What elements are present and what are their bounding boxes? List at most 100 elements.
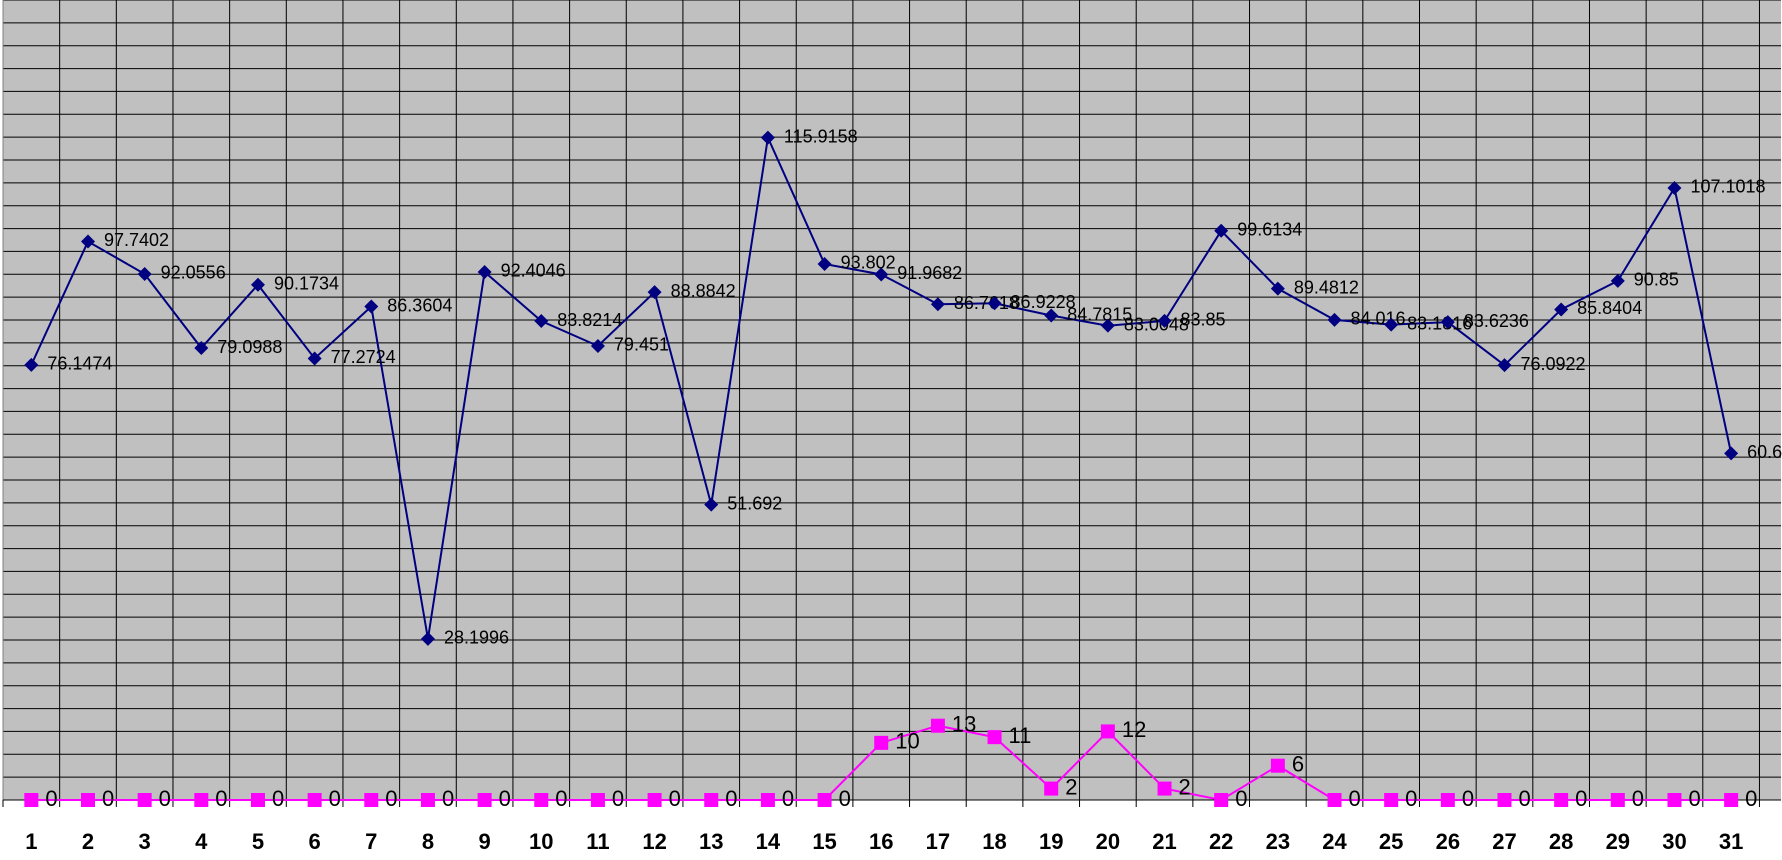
data-label: 0 bbox=[159, 786, 171, 811]
data-label: 0 bbox=[555, 786, 567, 811]
x-tick-label: 9 bbox=[478, 829, 490, 854]
data-label: 0 bbox=[1462, 786, 1474, 811]
data-label: 84.016 bbox=[1351, 309, 1406, 329]
data-label: 51.692 bbox=[727, 493, 782, 513]
data-point bbox=[1327, 312, 1342, 327]
data-point bbox=[307, 793, 322, 807]
data-label: 0 bbox=[1235, 786, 1247, 811]
data-point bbox=[534, 314, 549, 329]
data-point bbox=[194, 341, 209, 356]
plot-area bbox=[3, 0, 1781, 800]
x-tick-label: 1 bbox=[25, 829, 37, 854]
data-label: 0 bbox=[1518, 786, 1530, 811]
x-tick-label: 2 bbox=[82, 829, 94, 854]
data-point bbox=[137, 266, 152, 281]
data-label: 92.4046 bbox=[501, 261, 566, 281]
data-point bbox=[817, 793, 832, 807]
data-point bbox=[194, 793, 209, 807]
data-label: 86.9228 bbox=[1011, 292, 1076, 312]
data-label: 0 bbox=[499, 786, 511, 811]
data-label: 83.0048 bbox=[1124, 314, 1189, 334]
x-tick-label: 8 bbox=[422, 829, 434, 854]
data-label: 60.6608 bbox=[1747, 442, 1782, 462]
x-tick-label: 14 bbox=[756, 829, 781, 854]
data-point bbox=[704, 497, 719, 512]
data-point bbox=[1440, 793, 1455, 807]
data-point bbox=[874, 267, 889, 282]
data-label: 0 bbox=[442, 786, 454, 811]
x-tick-label: 24 bbox=[1322, 829, 1347, 854]
data-label: 0 bbox=[1745, 786, 1757, 811]
data-point bbox=[364, 299, 379, 314]
data-point bbox=[590, 338, 605, 353]
data-label: 77.2724 bbox=[331, 347, 396, 367]
data-point bbox=[250, 793, 265, 807]
data-label: 28.1996 bbox=[444, 628, 509, 648]
data-point bbox=[1044, 308, 1059, 323]
data-point bbox=[1157, 781, 1172, 796]
data-label: 13 bbox=[952, 712, 976, 737]
x-tick-label: 13 bbox=[699, 829, 723, 854]
data-point bbox=[1384, 317, 1399, 332]
data-point bbox=[704, 793, 719, 807]
data-point bbox=[1100, 318, 1115, 333]
data-label: 0 bbox=[272, 786, 284, 811]
data-point bbox=[80, 234, 95, 249]
data-label: 12 bbox=[1122, 717, 1146, 742]
data-point bbox=[1157, 313, 1172, 328]
data-label: 10 bbox=[895, 729, 919, 754]
x-tick-label: 10 bbox=[529, 829, 553, 854]
data-point bbox=[647, 793, 662, 807]
data-point bbox=[420, 631, 435, 646]
x-tick-label: 30 bbox=[1662, 829, 1686, 854]
data-label: 0 bbox=[215, 786, 227, 811]
data-label: 83.6236 bbox=[1464, 311, 1529, 331]
data-point bbox=[1270, 758, 1285, 773]
x-tick-label: 25 bbox=[1379, 829, 1403, 854]
data-point bbox=[1610, 273, 1625, 288]
data-label: 6 bbox=[1292, 752, 1304, 777]
data-label: 90.1734 bbox=[274, 273, 339, 293]
data-label: 76.0922 bbox=[1520, 354, 1585, 374]
data-label: 2 bbox=[1065, 774, 1077, 799]
x-tick-label: 20 bbox=[1096, 829, 1120, 854]
x-tick-label: 15 bbox=[812, 829, 836, 854]
x-tick-label: 29 bbox=[1606, 829, 1630, 854]
data-point bbox=[534, 793, 549, 807]
data-point bbox=[1667, 180, 1682, 195]
data-point bbox=[1724, 446, 1739, 461]
data-label: 0 bbox=[1349, 786, 1361, 811]
data-point bbox=[307, 351, 322, 366]
data-point bbox=[1440, 315, 1455, 330]
data-point bbox=[760, 793, 775, 807]
x-tick-label: 27 bbox=[1492, 829, 1516, 854]
data-label: 115.9158 bbox=[784, 126, 858, 146]
data-point bbox=[1214, 223, 1229, 238]
data-label: 83.85 bbox=[1181, 310, 1226, 330]
data-label: 92.0556 bbox=[161, 263, 226, 283]
x-tick-label: 18 bbox=[982, 829, 1006, 854]
x-tick-label: 7 bbox=[365, 829, 377, 854]
data-point bbox=[1044, 781, 1059, 796]
data-point bbox=[1214, 793, 1229, 807]
x-tick-label: 16 bbox=[869, 829, 893, 854]
data-point bbox=[1724, 793, 1739, 807]
data-point bbox=[24, 357, 39, 372]
data-point bbox=[137, 793, 152, 807]
data-label: 91.9682 bbox=[897, 263, 962, 283]
data-label: 89.4812 bbox=[1294, 277, 1359, 297]
data-label: 79.0988 bbox=[217, 337, 282, 357]
data-point bbox=[1327, 793, 1342, 807]
data-point bbox=[647, 285, 662, 300]
data-label: 83.1816 bbox=[1407, 313, 1472, 333]
data-point bbox=[1270, 281, 1285, 296]
data-point bbox=[477, 264, 492, 279]
x-tick-label: 3 bbox=[139, 829, 151, 854]
x-tick-label: 22 bbox=[1209, 829, 1233, 854]
x-tick-label: 12 bbox=[642, 829, 666, 854]
data-point bbox=[987, 296, 1002, 311]
data-label: 0 bbox=[782, 786, 794, 811]
data-label: 2 bbox=[1179, 774, 1191, 799]
